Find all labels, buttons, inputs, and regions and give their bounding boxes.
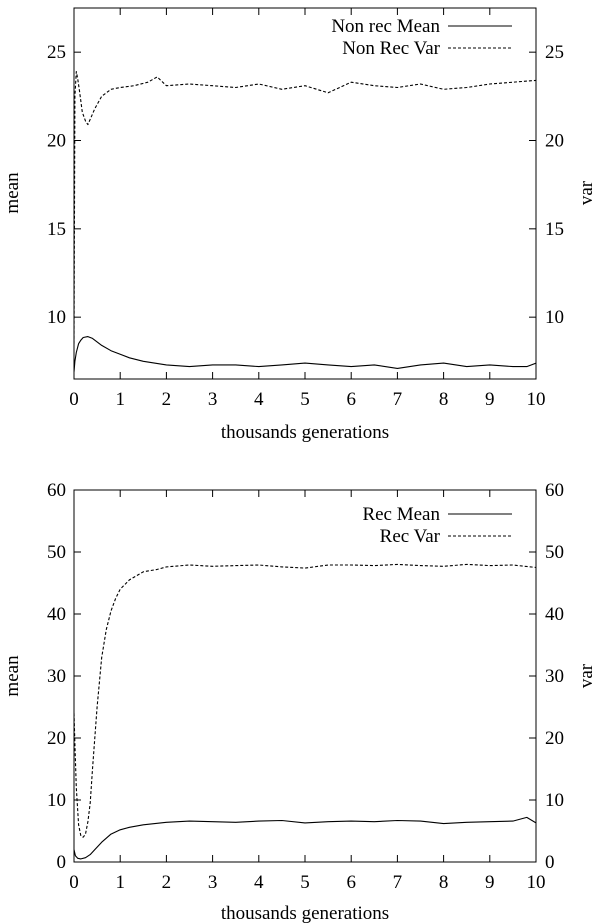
x-tick-label: 9 — [485, 872, 495, 893]
y2-tick-label: 20 — [545, 131, 564, 152]
y-tick-label: 20 — [47, 728, 66, 749]
y-tick-label: 60 — [47, 480, 66, 501]
x-tick-label: 4 — [254, 389, 264, 410]
y2-tick-label: 30 — [545, 666, 564, 687]
y2-tick-label: 60 — [545, 480, 564, 501]
y-tick-label: 15 — [47, 219, 66, 240]
y2-tick-label: 15 — [545, 219, 564, 240]
x-tick-label: 10 — [527, 872, 546, 893]
x-tick-label: 8 — [439, 389, 449, 410]
y-tick-label: 40 — [47, 604, 66, 625]
x-tick-label: 5 — [300, 872, 310, 893]
series-line-2 — [74, 71, 536, 344]
x-tick-label: 6 — [346, 389, 356, 410]
plot-frame — [73, 489, 537, 863]
y-tick-label: 50 — [47, 542, 66, 563]
y2-tick-label: 10 — [545, 790, 564, 811]
y2-axis-label: var — [576, 180, 597, 205]
x-tick-label: 4 — [254, 872, 264, 893]
x-tick-label: 1 — [115, 389, 125, 410]
chart-1: 0 1 2 3 4 5 6 7 8 9 10 10 15 20 25 10 15 20 25 thousands ge… — [2, 7, 597, 443]
x-tick-label: 7 — [393, 872, 403, 893]
series-line-1 — [74, 816, 536, 860]
x-tick-label: 7 — [393, 389, 403, 410]
x-tick-label: 2 — [162, 872, 172, 893]
y2-tick-label: 40 — [545, 604, 564, 625]
y-tick-label: 0 — [57, 852, 67, 873]
y-tick-label: 20 — [47, 131, 66, 152]
y2-tick-label: 0 — [545, 852, 555, 873]
x-tick-label: 8 — [439, 872, 449, 893]
legend-label-1: Non rec Mean — [331, 16, 440, 37]
y2-tick-label: 20 — [545, 728, 564, 749]
plot-frame — [73, 7, 537, 380]
x-tick-label: 3 — [208, 872, 218, 893]
y2-axis-label: var — [576, 663, 597, 688]
y-axis-label: mean — [2, 172, 23, 214]
y-tick-label: 25 — [47, 42, 66, 63]
x-axis-label: thousands generations — [221, 422, 389, 443]
x-tick-label: 5 — [300, 389, 310, 410]
legend-label-1: Rec Mean — [362, 504, 440, 525]
legend-label-2: Non Rec Var — [342, 38, 440, 59]
x-tick-label: 9 — [485, 389, 495, 410]
x-tick-label: 0 — [69, 389, 79, 410]
legend-label-2: Rec Var — [380, 526, 441, 547]
x-tick-label: 1 — [115, 872, 125, 893]
x-axis-label: thousands generations — [221, 903, 389, 923]
chart-2: 0 1 2 3 4 5 6 7 8 9 1001020304050600102030405060th… — [2, 480, 597, 923]
x-tick-label: 10 — [527, 389, 546, 410]
y2-tick-label: 10 — [545, 307, 564, 328]
y-axis-label: mean — [2, 655, 23, 697]
x-tick-label: 2 — [162, 389, 172, 410]
y2-tick-label: 50 — [545, 542, 564, 563]
y-tick-label: 30 — [47, 666, 66, 687]
y2-tick-label: 25 — [545, 42, 564, 63]
x-tick-label: 0 — [69, 872, 79, 893]
y-tick-label: 10 — [47, 790, 66, 811]
series-line-1 — [74, 336, 536, 372]
x-tick-label: 6 — [346, 872, 356, 893]
y-tick-label: 10 — [47, 307, 66, 328]
series-line-2 — [74, 563, 536, 838]
x-tick-label: 3 — [208, 389, 218, 410]
